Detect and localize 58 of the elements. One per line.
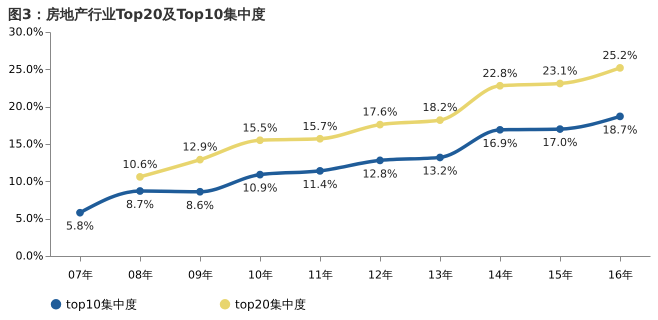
data-label: 17.0% — [542, 136, 578, 150]
x-tick-label: 15年 — [548, 268, 573, 282]
y-tick-label: 10.0% — [8, 174, 44, 188]
y-tick-label: 0.0% — [16, 250, 44, 262]
x-tick-label: 07年 — [68, 268, 93, 282]
data-label: 8.7% — [126, 198, 154, 212]
data-label: 10.9% — [242, 182, 278, 195]
data-label: 17.6% — [362, 106, 398, 119]
x-tick-label: 10年 — [248, 268, 273, 282]
x-tick-label: 08年 — [128, 268, 153, 282]
x-tick-label: 16年 — [608, 268, 633, 282]
point — [616, 64, 624, 72]
point — [196, 188, 204, 196]
point — [256, 136, 264, 144]
data-label: 15.5% — [242, 121, 278, 134]
point — [316, 134, 324, 143]
x-tick-label: 12年 — [368, 268, 393, 282]
y-tick-label: 30.0% — [8, 26, 44, 38]
legend-label: top10集中度 — [66, 297, 137, 312]
data-label: 8.6% — [186, 198, 214, 212]
point — [196, 156, 204, 164]
data-label: 11.4% — [302, 178, 338, 191]
x-tick-label: 13年 — [428, 268, 453, 282]
point — [496, 126, 504, 134]
y-tick-label: 15.0% — [8, 138, 44, 150]
chart-title: 图3：房地产行业Top20及Top10集中度 — [8, 6, 266, 23]
data-label: 12.9% — [182, 140, 218, 154]
y-tick-label: 5.0% — [16, 212, 44, 226]
y-tick-label: 25.0% — [8, 62, 44, 76]
data-label: 12.8% — [362, 167, 398, 180]
point — [436, 116, 444, 124]
point — [496, 82, 504, 90]
x-tick-label: 09年 — [188, 268, 213, 282]
point — [256, 170, 264, 178]
x-tick-label: 11年 — [308, 268, 333, 282]
point — [616, 112, 624, 120]
x-tick-label: 14年 — [488, 268, 513, 282]
point — [376, 120, 384, 128]
point — [436, 154, 444, 162]
data-label: 22.8% — [482, 66, 518, 80]
data-label: 18.2% — [422, 101, 458, 114]
data-label: 23.1% — [542, 64, 578, 78]
data-label: 10.6% — [122, 158, 158, 171]
data-label: 15.7% — [302, 120, 338, 133]
data-label: 18.7% — [602, 123, 638, 136]
point — [376, 156, 384, 164]
data-label: 16.9% — [482, 136, 518, 150]
point — [136, 187, 144, 195]
point — [136, 172, 144, 181]
point — [76, 208, 84, 217]
data-label: 25.2% — [602, 48, 638, 62]
data-label: 5.8% — [66, 220, 94, 233]
point — [316, 167, 324, 175]
y-tick-label: 20.0% — [8, 100, 44, 114]
point — [556, 80, 564, 88]
data-label: 13.2% — [422, 164, 458, 178]
legend-label: top20集中度 — [235, 297, 306, 312]
point — [556, 125, 564, 133]
